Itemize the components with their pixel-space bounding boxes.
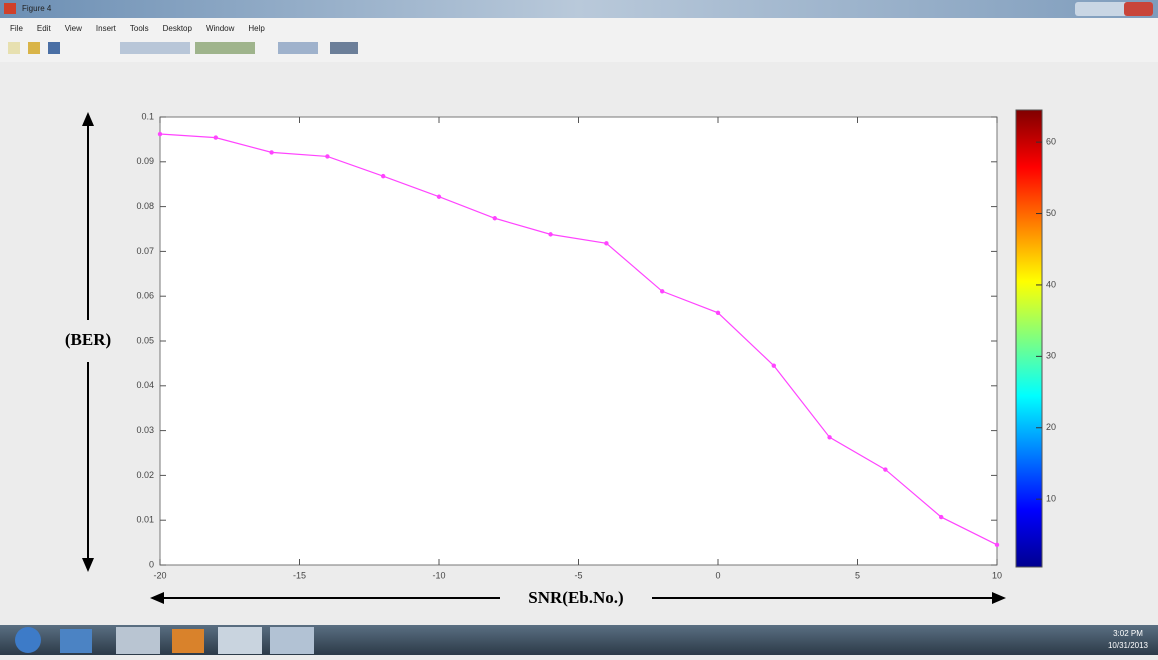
y-tick-label: 0.05 — [136, 335, 154, 345]
colorbar-tick-label: 60 — [1046, 137, 1056, 147]
data-point — [939, 514, 944, 520]
x-tick-label: -20 — [153, 570, 166, 580]
x-tick-label: -15 — [293, 570, 306, 580]
y-tick-label: 0.02 — [136, 470, 154, 480]
data-point — [715, 310, 721, 315]
clock-date: 10/31/2013 — [1108, 641, 1149, 650]
data-point — [883, 467, 888, 472]
data-point — [157, 131, 163, 137]
data-point — [381, 173, 386, 179]
menu-item[interactable]: View — [65, 24, 82, 33]
colorbar-tick-label: 10 — [1046, 494, 1056, 504]
tool-icons[interactable] — [278, 42, 318, 54]
menu-item[interactable]: Window — [206, 24, 235, 33]
data-point — [827, 435, 832, 440]
x-tick-label: -10 — [432, 570, 445, 580]
app-icon — [4, 3, 16, 14]
y-tick-label: 0.03 — [136, 425, 154, 435]
close-button[interactable] — [1124, 2, 1153, 16]
colorbar-tick-label: 20 — [1046, 422, 1056, 432]
menu-toolbar — [0, 18, 1158, 62]
colorbar-tick-label: 30 — [1046, 351, 1056, 361]
data-point — [325, 154, 330, 159]
taskbar-app[interactable] — [172, 629, 204, 653]
y-tick-label: 0.1 — [141, 111, 154, 121]
toolbar — [8, 42, 358, 54]
data-point — [771, 363, 776, 368]
taskbar-app[interactable] — [218, 627, 262, 654]
plot-area — [159, 116, 998, 566]
y-tick-label: 0.09 — [136, 156, 154, 166]
tool-icon[interactable] — [8, 42, 20, 54]
x-axis-label: SNR(Eb.No.) — [528, 588, 623, 607]
data-point — [548, 232, 553, 237]
window-title: Figure 4 — [22, 4, 52, 13]
tool-icons[interactable] — [120, 42, 190, 54]
menu-item[interactable]: Insert — [96, 24, 117, 33]
arrow-head — [992, 592, 1006, 604]
data-point — [660, 289, 665, 294]
tool-icon[interactable] — [48, 42, 60, 54]
data-point — [436, 194, 442, 199]
arrow-head — [82, 112, 94, 126]
menu-item[interactable]: File — [10, 24, 23, 33]
menu-item[interactable]: Edit — [37, 24, 52, 33]
menu-item[interactable]: Tools — [130, 24, 149, 33]
title-bar — [0, 0, 1158, 18]
tool-icons[interactable] — [195, 42, 255, 54]
y-tick-label: 0.01 — [136, 515, 154, 525]
taskbar-app[interactable] — [270, 627, 314, 654]
arrow-head — [82, 558, 94, 572]
data-point — [994, 542, 1000, 548]
taskbar-app[interactable] — [60, 629, 92, 653]
y-tick-label: 0.08 — [136, 201, 154, 211]
y-tick-label: 0.04 — [136, 380, 154, 390]
data-point — [604, 241, 609, 246]
menu-item[interactable]: Desktop — [163, 24, 193, 33]
colorbar-tick-label: 50 — [1046, 208, 1056, 218]
data-point — [269, 150, 274, 155]
x-tick-label: -5 — [574, 570, 582, 580]
taskbar-app[interactable] — [116, 627, 160, 654]
clock-time: 3:02 PM — [1113, 629, 1143, 638]
x-tick-label: 10 — [992, 570, 1002, 580]
data-line — [159, 133, 998, 546]
y-tick-label: 0.07 — [136, 246, 154, 256]
start-button[interactable] — [15, 627, 41, 653]
x-tick-label: 5 — [855, 570, 860, 580]
tool-icons[interactable] — [330, 42, 358, 54]
data-point — [213, 135, 218, 140]
x-tick-label: 0 — [715, 570, 720, 580]
colorbar — [1015, 109, 1043, 568]
y-tick-label: 0 — [149, 559, 154, 569]
colorbar-tick-label: 40 — [1046, 279, 1056, 289]
tool-icon[interactable] — [28, 42, 40, 54]
y-axis-label: (BER) — [65, 330, 111, 349]
arrow-head — [150, 592, 164, 604]
y-tick-label: 0.06 — [136, 291, 154, 301]
menu-item[interactable]: Help — [248, 24, 265, 33]
data-point — [492, 216, 497, 221]
